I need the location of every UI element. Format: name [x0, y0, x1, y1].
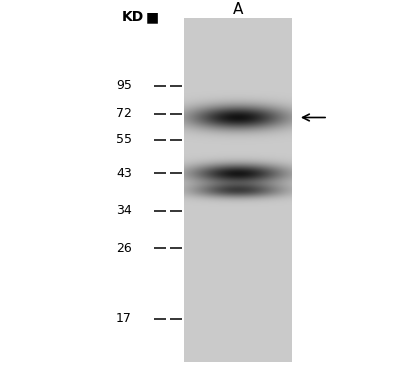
Text: 72: 72 — [116, 107, 132, 120]
Text: 55: 55 — [116, 134, 132, 146]
Text: 34: 34 — [116, 204, 132, 217]
Text: 17: 17 — [116, 313, 132, 325]
Text: 26: 26 — [116, 242, 132, 254]
Text: A: A — [233, 2, 243, 17]
Text: ■: ■ — [146, 10, 159, 24]
Text: KD: KD — [122, 10, 144, 24]
Text: 43: 43 — [116, 167, 132, 180]
Text: 95: 95 — [116, 79, 132, 92]
